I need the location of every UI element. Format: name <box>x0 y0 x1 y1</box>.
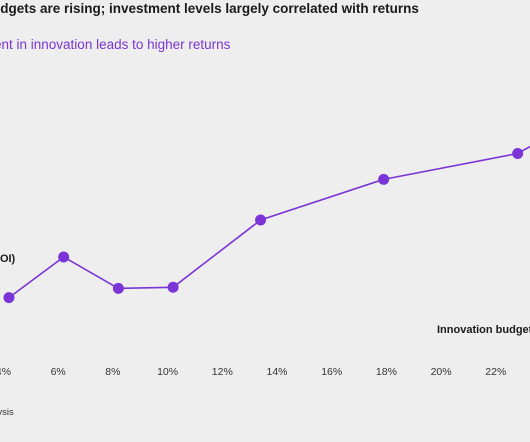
data-point <box>112 282 124 294</box>
x-tick-label: 20% <box>431 366 452 378</box>
x-tick-label: 10% <box>157 366 178 378</box>
data-point <box>3 292 15 304</box>
source-note: alysis <box>0 407 14 418</box>
series-layer <box>3 145 530 304</box>
x-tick-label: 12% <box>212 366 233 378</box>
data-point <box>167 281 179 293</box>
series-line <box>8 145 530 299</box>
x-tick-label: 8% <box>105 366 120 378</box>
x-tick-label: 4% <box>0 366 11 378</box>
x-tick-label: 18% <box>376 366 397 378</box>
x-tick-label: 22% <box>485 366 506 378</box>
x-tick-label: 14% <box>266 366 287 378</box>
x-tick-label: 6% <box>51 366 66 378</box>
x-tick-label: 16% <box>321 366 342 378</box>
data-point <box>255 214 267 226</box>
x-axis-label: Innovation budget <box>437 324 530 336</box>
data-point <box>58 251 70 263</box>
x-tick-layer: 4% 6% 8% 10% 12% 14% 16% 18% 20% 22% <box>0 366 506 378</box>
chart-subtitle: ent in innovation leads to higher return… <box>0 37 231 52</box>
data-point <box>512 147 524 159</box>
chart-title: udgets are rising; investment levels lar… <box>0 1 419 16</box>
data-point <box>378 173 390 185</box>
y-axis-label: ROI) <box>0 253 16 265</box>
